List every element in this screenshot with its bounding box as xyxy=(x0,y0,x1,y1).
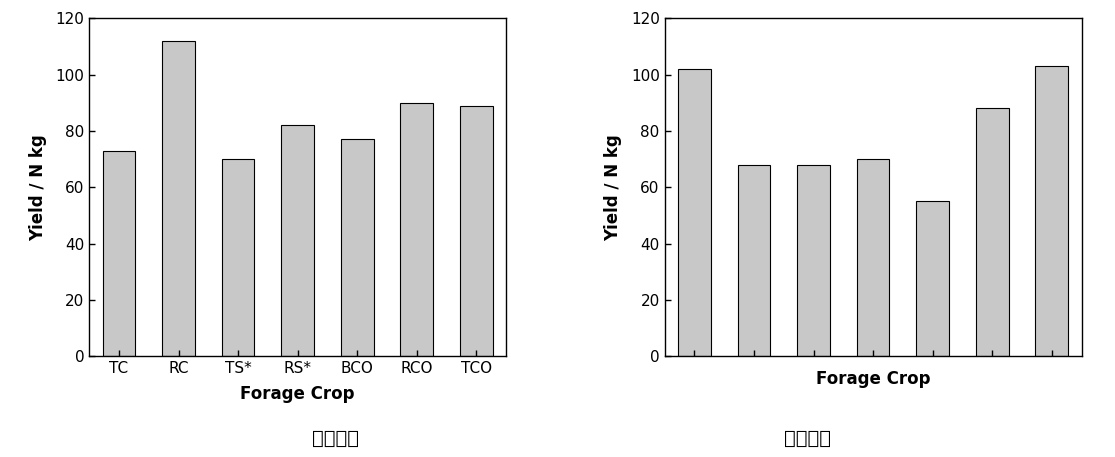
Bar xyxy=(103,151,135,356)
Text: 경남지역: 경남지역 xyxy=(312,429,359,448)
Bar xyxy=(222,159,254,356)
Bar xyxy=(162,41,195,356)
Bar xyxy=(460,106,493,356)
Bar xyxy=(400,103,434,356)
Bar xyxy=(976,108,1009,356)
X-axis label: Forage Crop: Forage Crop xyxy=(816,370,930,388)
Bar xyxy=(341,139,374,356)
Bar xyxy=(856,159,890,356)
Bar xyxy=(1036,66,1068,356)
Bar xyxy=(917,202,949,356)
Bar xyxy=(281,125,314,356)
Bar xyxy=(678,69,710,356)
Text: 경기지역: 경기지역 xyxy=(784,429,831,448)
Y-axis label: Yield / N kg: Yield / N kg xyxy=(604,134,622,241)
Bar xyxy=(737,165,770,356)
Bar xyxy=(797,165,830,356)
Y-axis label: Yield / N kg: Yield / N kg xyxy=(29,134,47,241)
X-axis label: Forage Crop: Forage Crop xyxy=(241,385,355,403)
